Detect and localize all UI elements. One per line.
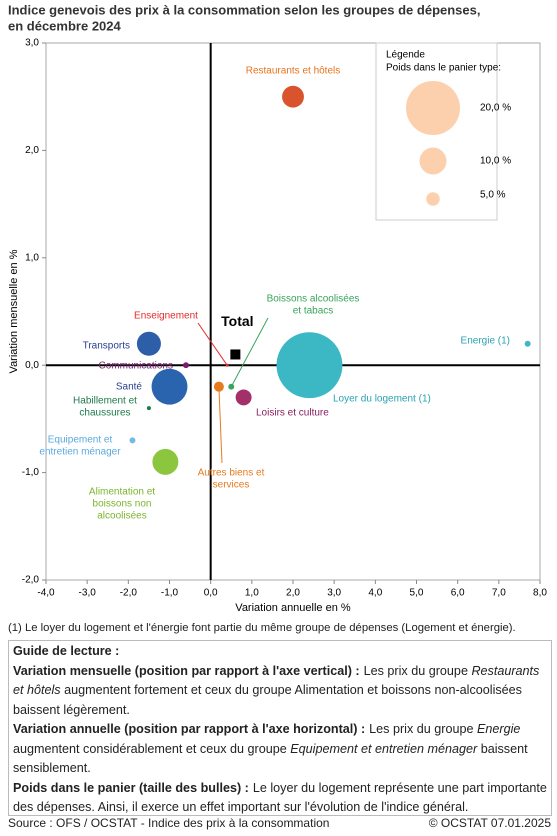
bubble bbox=[524, 340, 531, 347]
guide-text: Les prix du groupe bbox=[363, 663, 468, 678]
point-label: Santé bbox=[116, 382, 143, 393]
x-tick-label: 7,0 bbox=[492, 588, 506, 599]
y-tick-label: 3,0 bbox=[25, 38, 39, 49]
x-tick-label: 4,0 bbox=[368, 588, 382, 599]
point-label: Enseignement bbox=[134, 311, 198, 322]
bubble bbox=[136, 331, 161, 356]
x-tick-label: 8,0 bbox=[533, 588, 547, 599]
guide-heading: Variation mensuelle (position par rappor… bbox=[13, 663, 360, 678]
point-label: entretien ménager bbox=[39, 447, 121, 458]
legend-label: 20,0 % bbox=[480, 103, 511, 114]
legend-bubble bbox=[426, 192, 440, 206]
guide-text: Restaurants et hôtels bbox=[13, 663, 540, 698]
legend-title: Légende bbox=[386, 50, 425, 61]
y-tick-label: 2,0 bbox=[25, 145, 39, 156]
point-label: Autres biens et bbox=[198, 468, 265, 479]
bubble bbox=[182, 362, 189, 369]
y-axis-title: Variation mensuelle en % bbox=[8, 249, 20, 373]
guide-text: augmentent considérablement et ceux du g… bbox=[13, 741, 287, 756]
leader-line bbox=[230, 317, 269, 387]
point-label: chaussures bbox=[79, 408, 130, 419]
point-label: Communications bbox=[99, 361, 173, 372]
point-label: Loisirs et culture bbox=[256, 408, 329, 419]
point-label: alcoolisées bbox=[97, 511, 146, 522]
y-tick-label: -1,0 bbox=[22, 467, 40, 478]
legend-label: 10,0 % bbox=[480, 156, 511, 167]
legend-subtitle: Poids dans le panier type: bbox=[386, 63, 501, 74]
point-label: Loyer du logement (1) bbox=[333, 394, 431, 405]
copyright: © OCSTAT 07.01.2025 bbox=[428, 816, 551, 830]
bubble bbox=[129, 437, 136, 444]
guide-text: baissent sensiblement. bbox=[13, 741, 528, 776]
chart-title: Indice genevois des prix à la consommati… bbox=[8, 2, 480, 17]
bubble bbox=[225, 363, 229, 367]
bubble bbox=[146, 406, 151, 411]
point-label: Energie (1) bbox=[461, 336, 510, 347]
guide-heading: Poids dans le panier (taille des bulles)… bbox=[13, 780, 249, 795]
bubble bbox=[276, 332, 343, 399]
guide-paragraph: Poids dans le panier (taille des bulles)… bbox=[13, 779, 547, 818]
point-label: Restaurants et hôtels bbox=[246, 66, 341, 77]
bubble bbox=[228, 383, 235, 390]
guide-text: Le loyer du logement représente une part… bbox=[13, 780, 547, 815]
x-tick-label: 5,0 bbox=[410, 588, 424, 599]
x-tick-label: -3,0 bbox=[79, 588, 97, 599]
x-tick-label: -4,0 bbox=[37, 588, 55, 599]
chart: Indice genevois des prix à la consommati… bbox=[8, 2, 547, 614]
guide-text: Energie bbox=[477, 722, 521, 736]
guide-paragraph: Variation mensuelle (position par rappor… bbox=[13, 662, 547, 721]
reading-guide: Guide de lecture : Variation mensuelle (… bbox=[8, 640, 552, 816]
legend-label: 5,0 % bbox=[480, 190, 506, 201]
point-label: Alimentation et bbox=[89, 487, 155, 498]
guide-paragraph: Variation annuelle (position par rapport… bbox=[13, 720, 547, 779]
x-axis-title: Variation annuelle en % bbox=[235, 602, 351, 614]
total-label: Total bbox=[221, 313, 253, 329]
leader-line bbox=[218, 386, 223, 464]
x-tick-label: 0,0 bbox=[204, 588, 218, 599]
chart-title: en décembre 2024 bbox=[8, 18, 122, 33]
guide-text: Les prix du groupe bbox=[369, 722, 474, 736]
point-label: services bbox=[213, 480, 250, 491]
x-tick-label: 6,0 bbox=[451, 588, 465, 599]
leader-line bbox=[197, 322, 228, 366]
legend-bubble bbox=[406, 81, 460, 135]
x-tick-label: -1,0 bbox=[161, 588, 179, 599]
x-tick-label: 1,0 bbox=[245, 588, 259, 599]
legend-bubble bbox=[419, 147, 447, 175]
point-label: Boissons alcoolisées bbox=[267, 294, 360, 305]
guide-heading: Variation annuelle (position par rapport… bbox=[13, 722, 366, 736]
point-label: Habillement et bbox=[73, 396, 137, 407]
point-label: et tabacs bbox=[293, 306, 334, 317]
guide-title: Guide de lecture : bbox=[13, 644, 120, 658]
y-tick-label: 0,0 bbox=[25, 360, 39, 371]
bubble bbox=[235, 389, 252, 406]
bubble bbox=[151, 368, 188, 405]
x-tick-label: -2,0 bbox=[120, 588, 138, 599]
footnote: (1) Le loyer du logement et l'énergie fo… bbox=[8, 622, 516, 634]
guide-text: augmentent fortement et ceux du groupe A… bbox=[13, 683, 522, 717]
bubble bbox=[152, 448, 179, 475]
point-label: boissons non bbox=[93, 499, 152, 510]
guide-text: Equipement et entretien ménager bbox=[290, 741, 478, 756]
bubble bbox=[213, 381, 224, 392]
bubble bbox=[282, 85, 304, 108]
x-tick-label: 3,0 bbox=[327, 588, 341, 599]
y-tick-label: 1,0 bbox=[25, 252, 39, 263]
y-tick-label: -2,0 bbox=[22, 575, 40, 586]
x-tick-label: 2,0 bbox=[286, 588, 300, 599]
source: Source : OFS / OCSTAT - Indice des prix … bbox=[8, 816, 330, 830]
point-label: Transports bbox=[83, 341, 130, 352]
point-label: Equipement et bbox=[48, 435, 113, 446]
total-marker bbox=[230, 349, 241, 360]
